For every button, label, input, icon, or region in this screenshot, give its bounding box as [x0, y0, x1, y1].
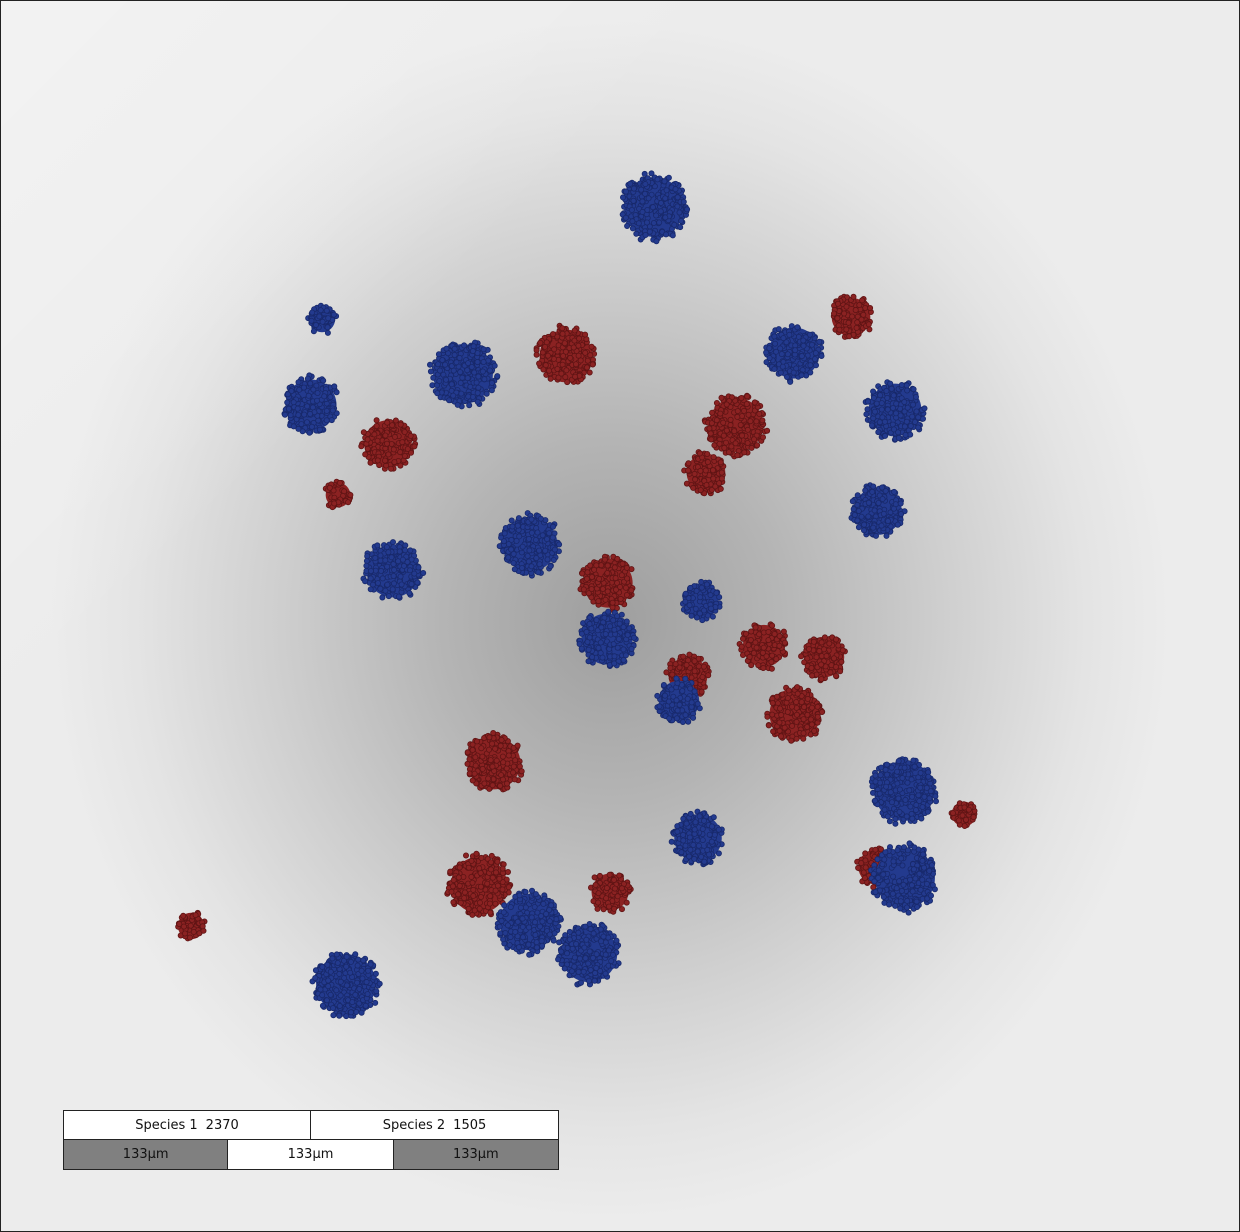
species-2-colony [736, 621, 789, 672]
species-2-colony [322, 478, 354, 511]
species-2-colony [764, 684, 826, 744]
scale-bar-segment-3: 133µm [393, 1140, 559, 1170]
species-2-colony [948, 800, 978, 830]
species-1-label: Species 1 [135, 1117, 198, 1133]
species-1-colony [360, 539, 427, 601]
species-1-colony [848, 482, 908, 539]
species-1-colony [494, 887, 564, 958]
species-2-label: Species 2 [382, 1117, 446, 1133]
species-2-value: 1505 [453, 1117, 487, 1133]
species-2-colony [798, 634, 848, 684]
species-1-colony [281, 372, 340, 436]
species-1-colony [426, 339, 501, 410]
species-count-row: Species 1 2370 Species 2 1505 [63, 1110, 559, 1140]
species-1-colony [619, 170, 691, 245]
scale-bar-segment-1: 133µm [63, 1140, 229, 1170]
species-2-colony [830, 293, 874, 340]
scale-bar: 133µm 133µm 133µm [63, 1140, 559, 1170]
species-1-colony [862, 379, 928, 443]
species-1-colony [305, 302, 340, 336]
species-2-colony [175, 909, 208, 942]
species-1-colony [576, 608, 639, 670]
species-1-count: Species 1 2370 [63, 1110, 311, 1140]
species-1-colony [555, 921, 622, 988]
species-1-colony [868, 840, 938, 916]
species-1-colony [654, 675, 703, 726]
species-2-colony [464, 730, 525, 793]
species-2-colony [588, 871, 634, 915]
species-1-colony [680, 578, 723, 624]
species-2-colony [701, 392, 771, 460]
species-2-count: Species 2 1505 [311, 1110, 559, 1140]
species-2-colony [444, 850, 514, 918]
species-2-colony [577, 553, 636, 614]
species-1-colony [496, 510, 563, 579]
scale-bar-segment-2: 133µm [228, 1140, 394, 1170]
species-1-colony [309, 951, 383, 1020]
species-2-colony [533, 322, 598, 386]
species-1-colony [668, 808, 725, 868]
species-2-colony [358, 417, 419, 472]
species-2-colony [681, 449, 727, 497]
species-1-value: 2370 [205, 1117, 239, 1133]
species-1-colony [763, 323, 825, 385]
species-1-colony [868, 756, 940, 827]
legend-panel: Species 1 2370 Species 2 1505 133µm 133µ… [63, 1110, 559, 1170]
